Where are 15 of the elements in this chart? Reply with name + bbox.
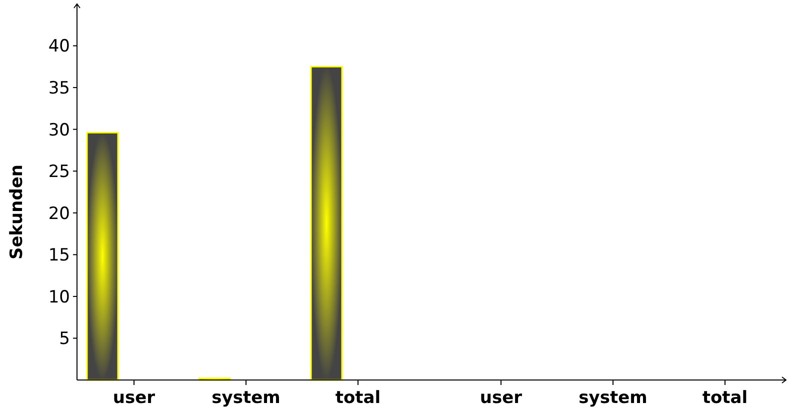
y-tick-label: 25 [48, 162, 70, 182]
y-tick-label: 10 [48, 287, 70, 308]
y-axis-title: Sekunden [7, 164, 27, 260]
x-tick-label: system [578, 388, 648, 408]
y-tick-label: 5 [59, 329, 70, 350]
y-tick-label: 30 [48, 120, 70, 140]
x-tick-label: system [212, 388, 280, 408]
y-tick-label: 20 [48, 204, 70, 224]
x-tick-label: total [702, 388, 748, 408]
x-tick-label: user [112, 388, 156, 408]
y-tick-label: 15 [48, 246, 70, 266]
x-tick-label: total [335, 388, 381, 408]
y-tick-label: 40 [48, 36, 70, 57]
y-tick-label: 35 [48, 78, 70, 99]
x-tick-label: user [480, 388, 523, 408]
